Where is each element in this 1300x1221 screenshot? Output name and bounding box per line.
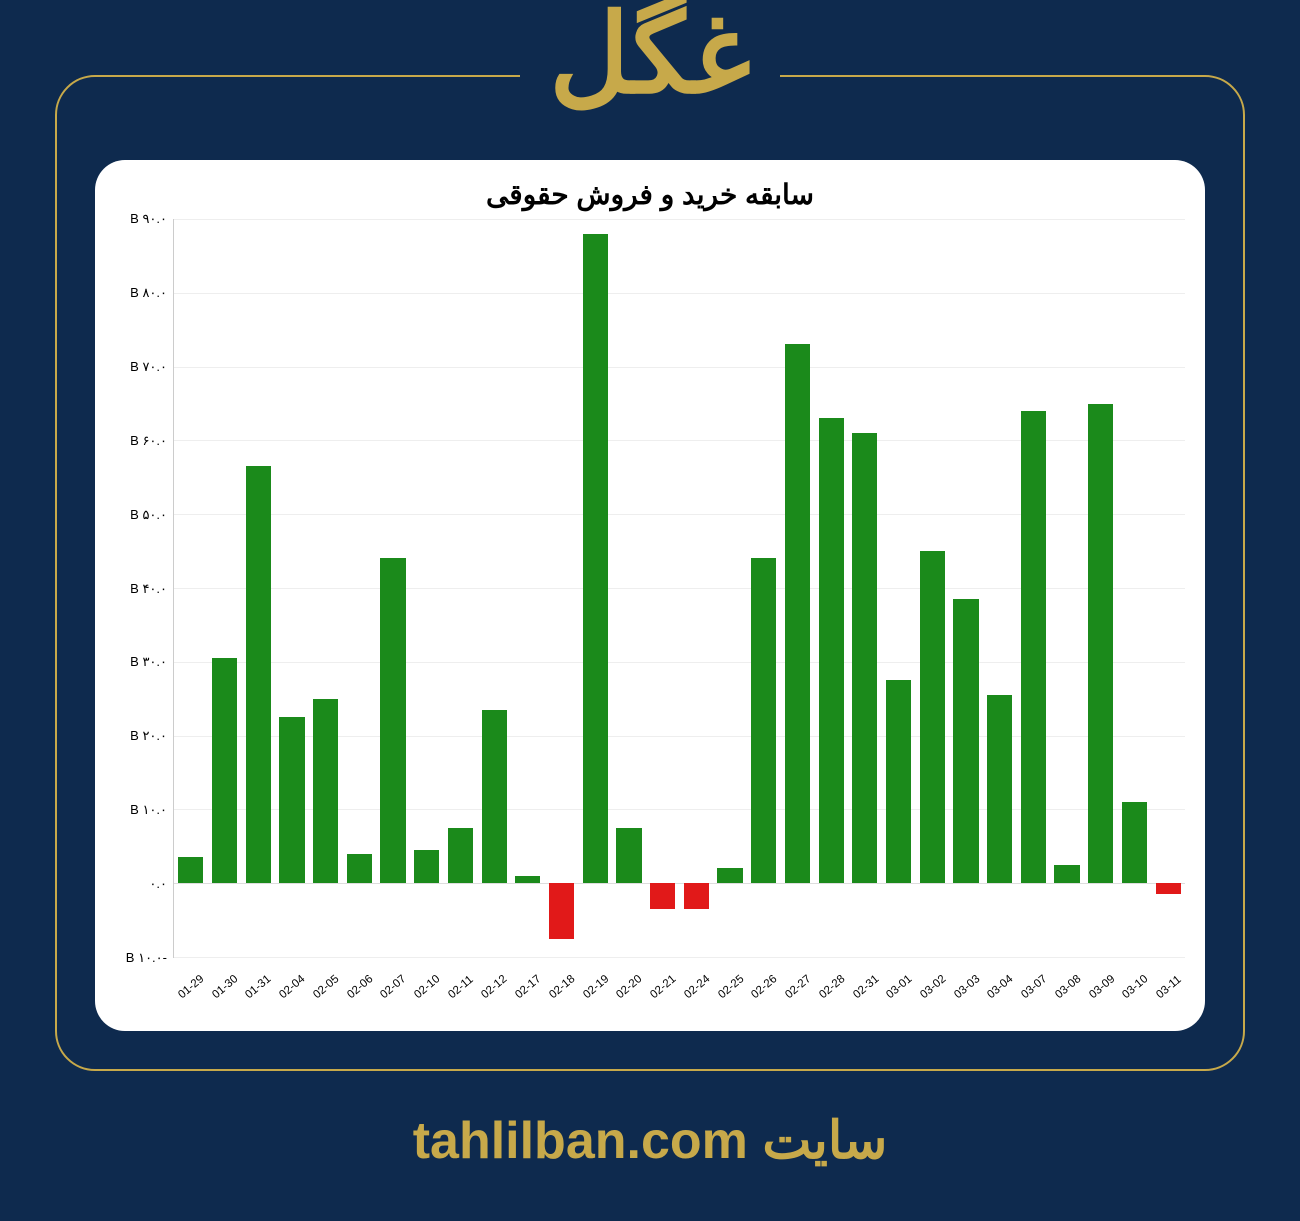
bar	[246, 466, 271, 883]
x-tick-label: 01-29	[176, 973, 206, 1001]
y-tick-label: ۶۰.۰ B	[130, 433, 167, 449]
bar	[852, 433, 877, 883]
bar	[650, 883, 675, 909]
footer-domain: tahlilban.com	[413, 1112, 748, 1170]
y-tick-label: ۰.۰	[149, 876, 167, 892]
gridline	[174, 367, 1185, 368]
x-tick-label: 02-28	[817, 973, 847, 1001]
x-tick-label: 03-01	[884, 973, 914, 1001]
gridline	[174, 883, 1185, 884]
x-tick-label: 03-03	[952, 973, 982, 1001]
y-tick-label: ۵۰.۰ B	[130, 507, 167, 523]
bar	[1122, 802, 1147, 883]
bar	[751, 558, 776, 883]
y-tick-label: ۴۰.۰ B	[130, 581, 167, 597]
bar	[785, 344, 810, 883]
bar	[1054, 865, 1079, 883]
bar	[684, 883, 709, 909]
x-tick-label: 03-10	[1121, 973, 1151, 1001]
x-tick-label: 01-30	[210, 973, 240, 1001]
x-tick-label: 02-31	[851, 973, 881, 1001]
bar	[717, 868, 742, 883]
x-tick-label: 03-07	[1019, 973, 1049, 1001]
x-tick-label: 02-18	[547, 973, 577, 1001]
x-tick-label: 02-05	[311, 973, 341, 1001]
y-tick-label: ۷۰.۰ B	[130, 359, 167, 375]
x-tick-label: 02-20	[615, 973, 645, 1001]
x-tick-label: 02-12	[480, 973, 510, 1001]
x-tick-label: 02-11	[446, 974, 476, 1002]
chart-card: سابقه خرید و فروش حقوقی -۱۰.۰ B ۰.۰ ۱۰.۰ B…	[95, 160, 1205, 1031]
bar	[313, 699, 338, 884]
bar	[583, 234, 608, 883]
bar	[819, 418, 844, 883]
x-tick-label: 02-04	[277, 973, 307, 1001]
x-axis: 01-2901-3001-3102-0402-0502-0602-0702-10…	[173, 958, 1185, 1008]
plot-wrap: -۱۰.۰ B ۰.۰ ۱۰.۰ B ۲۰.۰ B ۳۰.۰ B ۴۰.۰ B ۵۰.۰ B…	[115, 219, 1185, 1008]
bar	[920, 551, 945, 883]
gridline	[174, 293, 1185, 294]
x-tick-label: 02-10	[412, 973, 442, 1001]
bar	[448, 828, 473, 883]
bar	[616, 828, 641, 883]
footer-credit: سایت tahlilban.com	[0, 1111, 1300, 1171]
x-tick-label: 02-27	[783, 973, 813, 1001]
x-tick-label: 02-19	[581, 973, 611, 1001]
bar	[178, 857, 203, 883]
x-tick-label: 02-17	[513, 973, 543, 1001]
y-axis: -۱۰.۰ B۰.۰۱۰.۰ B۲۰.۰ B۳۰.۰ B۴۰.۰ B۵۰.۰ B…	[115, 219, 173, 958]
footer-prefix: سایت	[762, 1112, 887, 1170]
chart-title: سابقه خرید و فروش حقوقی	[115, 178, 1185, 211]
y-tick-label: ۳۰.۰ B	[130, 654, 167, 670]
bar	[380, 558, 405, 883]
x-tick-label: 03-11	[1154, 974, 1184, 1002]
bar	[987, 695, 1012, 883]
bar	[953, 599, 978, 883]
bar	[279, 717, 304, 883]
bar	[886, 680, 911, 883]
x-tick-label: 02-21	[648, 973, 678, 1001]
bar	[1088, 404, 1113, 884]
x-tick-label: 01-31	[243, 973, 273, 1001]
y-tick-label: ۲۰.۰ B	[130, 728, 167, 744]
x-tick-label: 03-09	[1087, 973, 1117, 1001]
x-tick-label: 02-06	[345, 973, 375, 1001]
gridline	[174, 219, 1185, 220]
y-tick-label: ۱۰.۰ B	[130, 802, 167, 818]
bar	[1156, 883, 1181, 894]
bar	[482, 710, 507, 883]
x-tick-label: 03-04	[986, 973, 1016, 1001]
x-tick-label: 03-02	[918, 973, 948, 1001]
bar	[515, 876, 540, 883]
bar	[347, 854, 372, 884]
bar	[414, 850, 439, 883]
y-tick-label: ۹۰.۰ B	[130, 211, 167, 227]
x-tick-label: 03-08	[1053, 973, 1083, 1001]
x-tick-label: 02-24	[682, 973, 712, 1001]
plot-area	[173, 219, 1185, 958]
bar	[212, 658, 237, 883]
x-tick-label: 02-26	[749, 973, 779, 1001]
y-tick-label: ۸۰.۰ B	[130, 285, 167, 301]
x-tick-label: 02-25	[716, 973, 746, 1001]
x-tick-label: 02-07	[378, 973, 408, 1001]
bar	[1021, 411, 1046, 883]
bar	[549, 883, 574, 938]
ticker-symbol: غگل	[549, 0, 751, 110]
y-tick-label: -۱۰.۰ B	[126, 950, 167, 966]
